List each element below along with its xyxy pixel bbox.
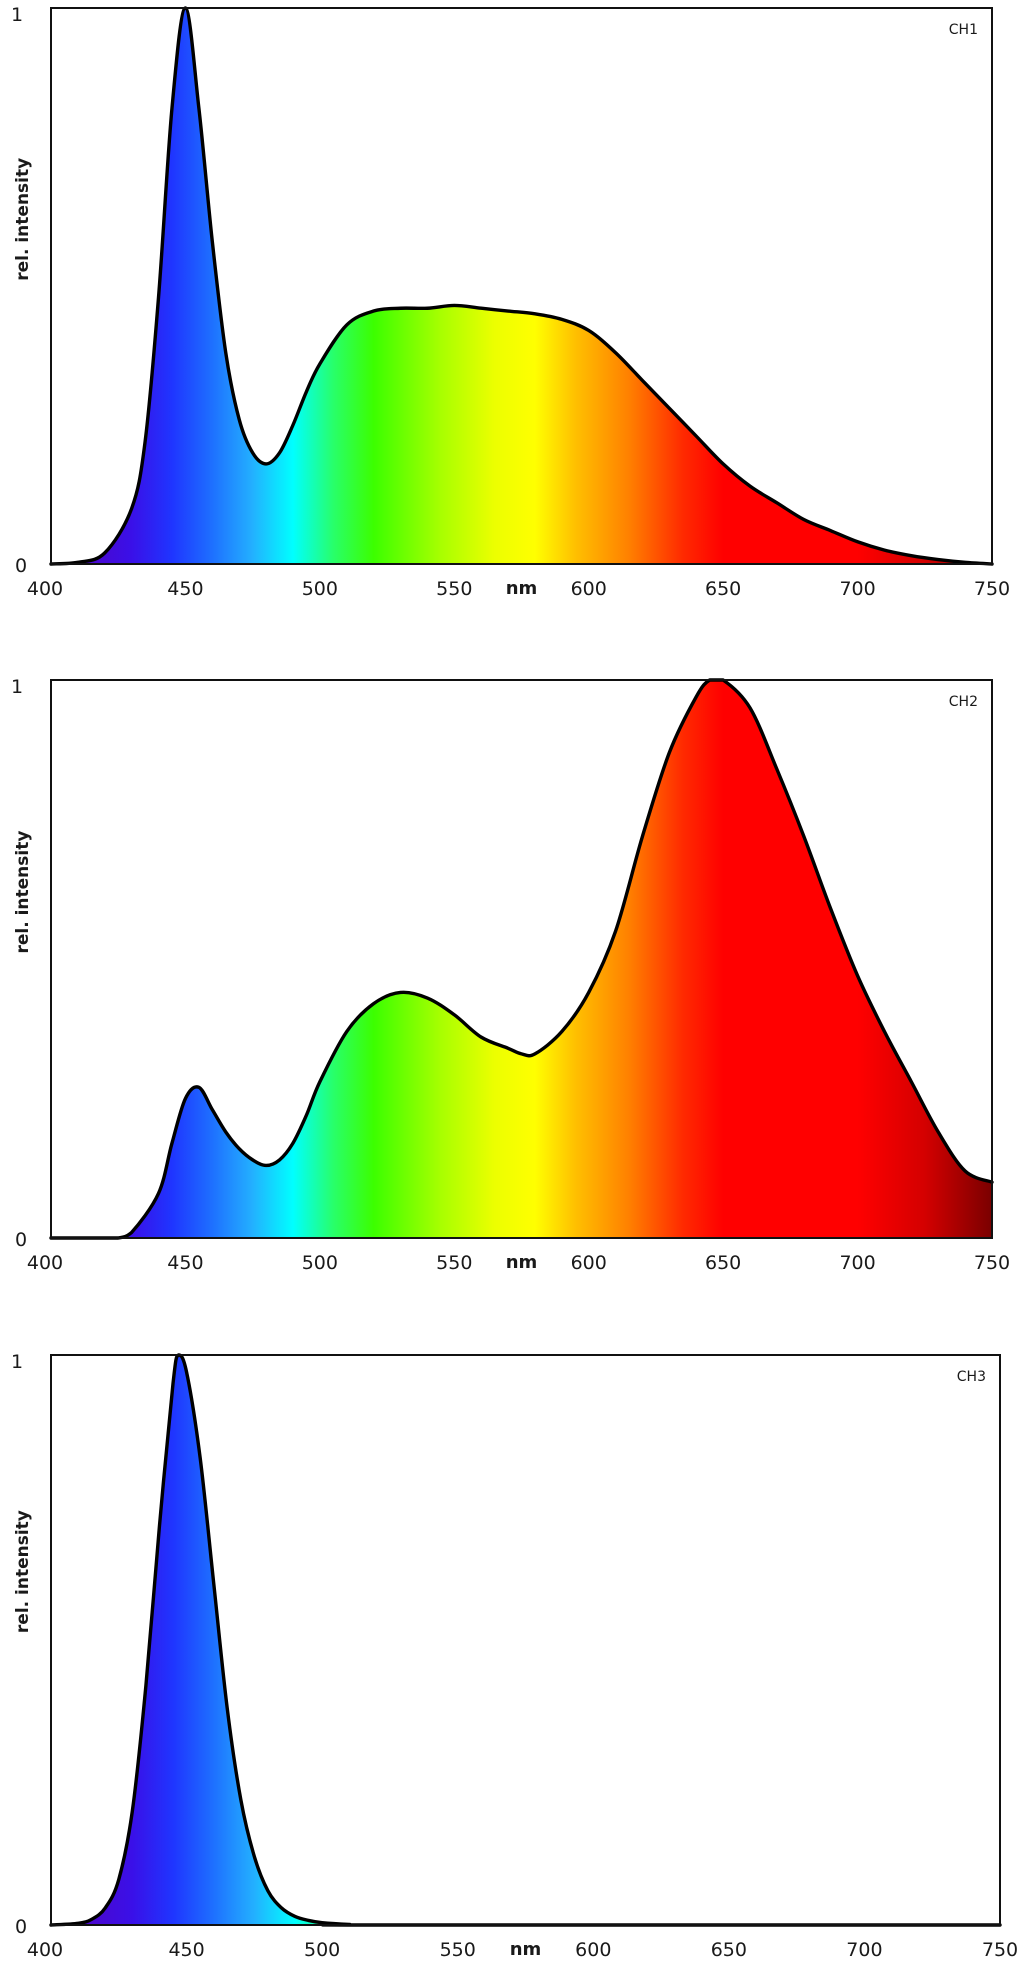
- y-tick-label: 0: [15, 555, 27, 577]
- y-tick-label: 1: [11, 1351, 23, 1373]
- x-tick-label: 650: [705, 1252, 741, 1274]
- channel-label: CH3: [957, 1369, 986, 1385]
- x-tick-label: 550: [440, 1939, 476, 1961]
- spectrum-chart-1: 400 450 500 550 600 650 700 750 nm 1 0 rel. intensi…: [11, 4, 1010, 600]
- spectrum-area: [51, 8, 992, 564]
- x-tick-label: 550: [436, 1252, 472, 1274]
- channel-label: CH1: [949, 22, 978, 38]
- y-tick-label: 1: [11, 676, 23, 698]
- plot-frame: [50, 1354, 1001, 1926]
- x-tick-label: 600: [575, 1939, 611, 1961]
- x-tick-label: 450: [168, 1939, 204, 1961]
- plot-frame: [50, 7, 993, 565]
- y-axis-label: rel. intensity: [13, 831, 33, 954]
- x-axis-unit-label: nm: [510, 1939, 542, 1960]
- x-tick-label: 600: [571, 1252, 607, 1274]
- x-tick-label: 400: [27, 578, 63, 600]
- x-tick-label: 650: [711, 1939, 747, 1961]
- y-tick-label: 1: [11, 4, 23, 26]
- x-axis-unit-label: nm: [506, 578, 538, 599]
- x-tick-label: 500: [302, 1252, 338, 1274]
- spectrum-line: [49, 678, 994, 1240]
- x-tick-label: 750: [974, 1252, 1010, 1274]
- x-tick-label: 650: [705, 578, 741, 600]
- y-axis-label: rel. intensity: [13, 1510, 33, 1633]
- x-axis-unit-label: nm: [506, 1252, 538, 1273]
- y-tick-label: 0: [15, 1916, 27, 1938]
- x-tick-label: 500: [304, 1939, 340, 1961]
- x-tick-label: 550: [436, 578, 472, 600]
- x-tick-label: 700: [846, 1939, 882, 1961]
- x-tick-label: 500: [302, 578, 338, 600]
- spectrum-chart-2: 400 450 500 550 600 650 700 750 nm 1 0 rel. intensi…: [11, 676, 1010, 1274]
- x-tick-label: 400: [27, 1252, 63, 1274]
- y-axis-label: rel. intensity: [13, 158, 33, 281]
- spectrum-chart-3: 400 450 500 550 600 650 700 750 nm 1 0 rel. intensi…: [11, 1351, 1018, 1961]
- x-tick-label: 700: [839, 578, 875, 600]
- x-tick-label: 750: [974, 578, 1010, 600]
- spectrum-area: [51, 680, 992, 1238]
- x-tick-label: 700: [839, 1252, 875, 1274]
- x-tick-label: 600: [571, 578, 607, 600]
- x-tick-label: 400: [27, 1939, 63, 1961]
- x-tick-label: 450: [167, 1252, 203, 1274]
- x-tick-label: 750: [982, 1939, 1018, 1961]
- spectrum-area: [51, 1355, 1000, 1925]
- x-tick-label: 450: [167, 578, 203, 600]
- y-tick-label: 0: [15, 1229, 27, 1251]
- plot-frame: [50, 679, 993, 1239]
- channel-label: CH2: [949, 694, 978, 710]
- spectrum-line: [49, 6, 994, 566]
